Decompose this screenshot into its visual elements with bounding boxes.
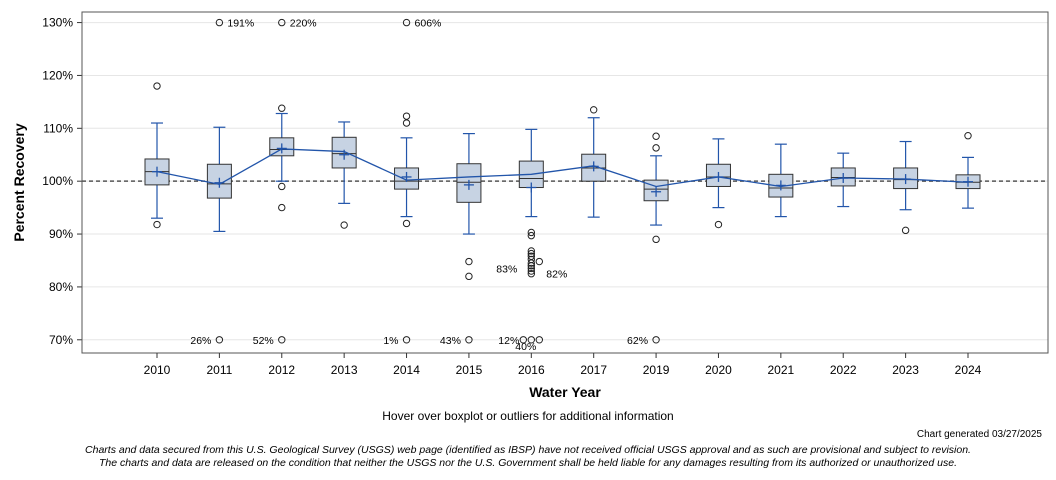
outlier-point (527, 231, 536, 240)
outlier-point (153, 82, 161, 90)
off-scale-high-point (215, 18, 224, 27)
y-tick-label: 120% (42, 68, 73, 82)
x-tick-label: 2019 (643, 363, 670, 377)
x-tick-label: 2010 (144, 363, 171, 377)
outlier-point (527, 262, 536, 270)
off-scale-high-point (402, 18, 411, 27)
off-scale-low-point (278, 336, 286, 344)
x-tick-label: 2016 (518, 363, 545, 377)
y-tick-label: 90% (49, 227, 73, 241)
off-scale-high-label: 606% (415, 18, 442, 30)
disclaimer: Charts and data secured from this U.S. G… (0, 444, 1056, 470)
x-tick-label: 2024 (955, 363, 982, 377)
hover-note: Hover over boxplot or outliers for addit… (382, 409, 674, 423)
outlier-point (535, 257, 544, 266)
outlier-point (465, 272, 473, 281)
off-scale-low-point (535, 336, 544, 344)
y-tick-label: 130% (42, 16, 73, 30)
off-scale-low-label: 40% (515, 341, 536, 353)
x-tick-label: 2011 (206, 363, 232, 377)
outlier-point (402, 112, 411, 120)
x-tick-label: 2020 (705, 363, 732, 377)
outlier-point (652, 235, 660, 244)
off-scale-high-point (278, 18, 286, 27)
outlier-point (527, 269, 536, 278)
off-scale-low-label: 26% (190, 335, 211, 347)
outlier-point (278, 203, 286, 212)
outlier-point (278, 182, 286, 191)
outlier-point (527, 228, 536, 237)
mean-connect-line (156, 148, 969, 188)
x-tick-label: 2015 (456, 363, 483, 377)
boxplot-chart[interactable]: 70% 80% 90% 100% 110% 120% 130% 2010 2011 2012 201… (0, 0, 1056, 420)
y-tick-label: 110% (43, 121, 73, 135)
plot-frame (81, 11, 1049, 354)
outlier-point (527, 249, 536, 258)
off-scale-low-label: 1% (383, 335, 398, 347)
y-tick-label: 80% (49, 280, 73, 294)
outlier-point (402, 119, 411, 127)
outlier-point (153, 220, 161, 229)
outlier-point (589, 106, 598, 114)
off-scale-low-point (465, 336, 473, 344)
off-scale-high-label: 220% (290, 18, 317, 30)
outlier-point (278, 104, 286, 112)
chart-area: 70% 80% 90% 100% 110% 120% 130% 2010 2011 2012 201… (0, 0, 1056, 420)
outlier-point (527, 247, 536, 255)
off-scale-low-point (215, 336, 224, 344)
off-scale-low-label: 52% (253, 335, 274, 347)
off-scale-high-label: 191% (227, 18, 254, 30)
chart-generated-date: Chart generated 03/27/2025 (916, 429, 1042, 440)
off-scale-low-point (527, 336, 536, 344)
x-tick-label: 2021 (767, 363, 794, 377)
x-tick-label: 2017 (580, 363, 607, 377)
x-tick-label: 2012 (268, 363, 295, 377)
off-scale-low-label: 43% (440, 335, 461, 347)
off-scale-low-label: 12% (498, 335, 519, 347)
disclaimer-line-2: The charts and data are released on the … (99, 457, 957, 469)
outlier-point (652, 132, 660, 140)
outlier-point (714, 220, 723, 229)
outlier-annotation: 83% (496, 263, 517, 275)
outlier-point (964, 132, 972, 140)
x-axis-title: Water Year (529, 384, 601, 400)
outlier-point (465, 257, 473, 266)
off-scale-low-point (402, 336, 411, 344)
x-tick-label: 2022 (830, 363, 857, 377)
y-axis-title: Percent Recovery (11, 123, 27, 242)
outlier-point (527, 259, 536, 267)
outlier-point (340, 221, 348, 229)
off-scale-low-point (519, 336, 528, 344)
x-tick-label: 2014 (393, 363, 420, 377)
x-tick-label: 2013 (331, 363, 358, 377)
x-tick-label: 2023 (892, 363, 919, 377)
outlier-point (527, 264, 536, 273)
disclaimer-line-1: Charts and data secured from this U.S. G… (85, 444, 971, 456)
outlier-point (527, 267, 536, 275)
off-scale-low-point (652, 336, 660, 344)
outlier-annotation: 82% (546, 269, 567, 281)
y-tick-label: 100% (42, 174, 73, 188)
outlier-point (901, 226, 910, 235)
outlier-point (652, 144, 660, 152)
off-scale-low-label: 62% (627, 335, 648, 347)
y-tick-label: 70% (49, 333, 73, 347)
outlier-point (402, 219, 411, 228)
